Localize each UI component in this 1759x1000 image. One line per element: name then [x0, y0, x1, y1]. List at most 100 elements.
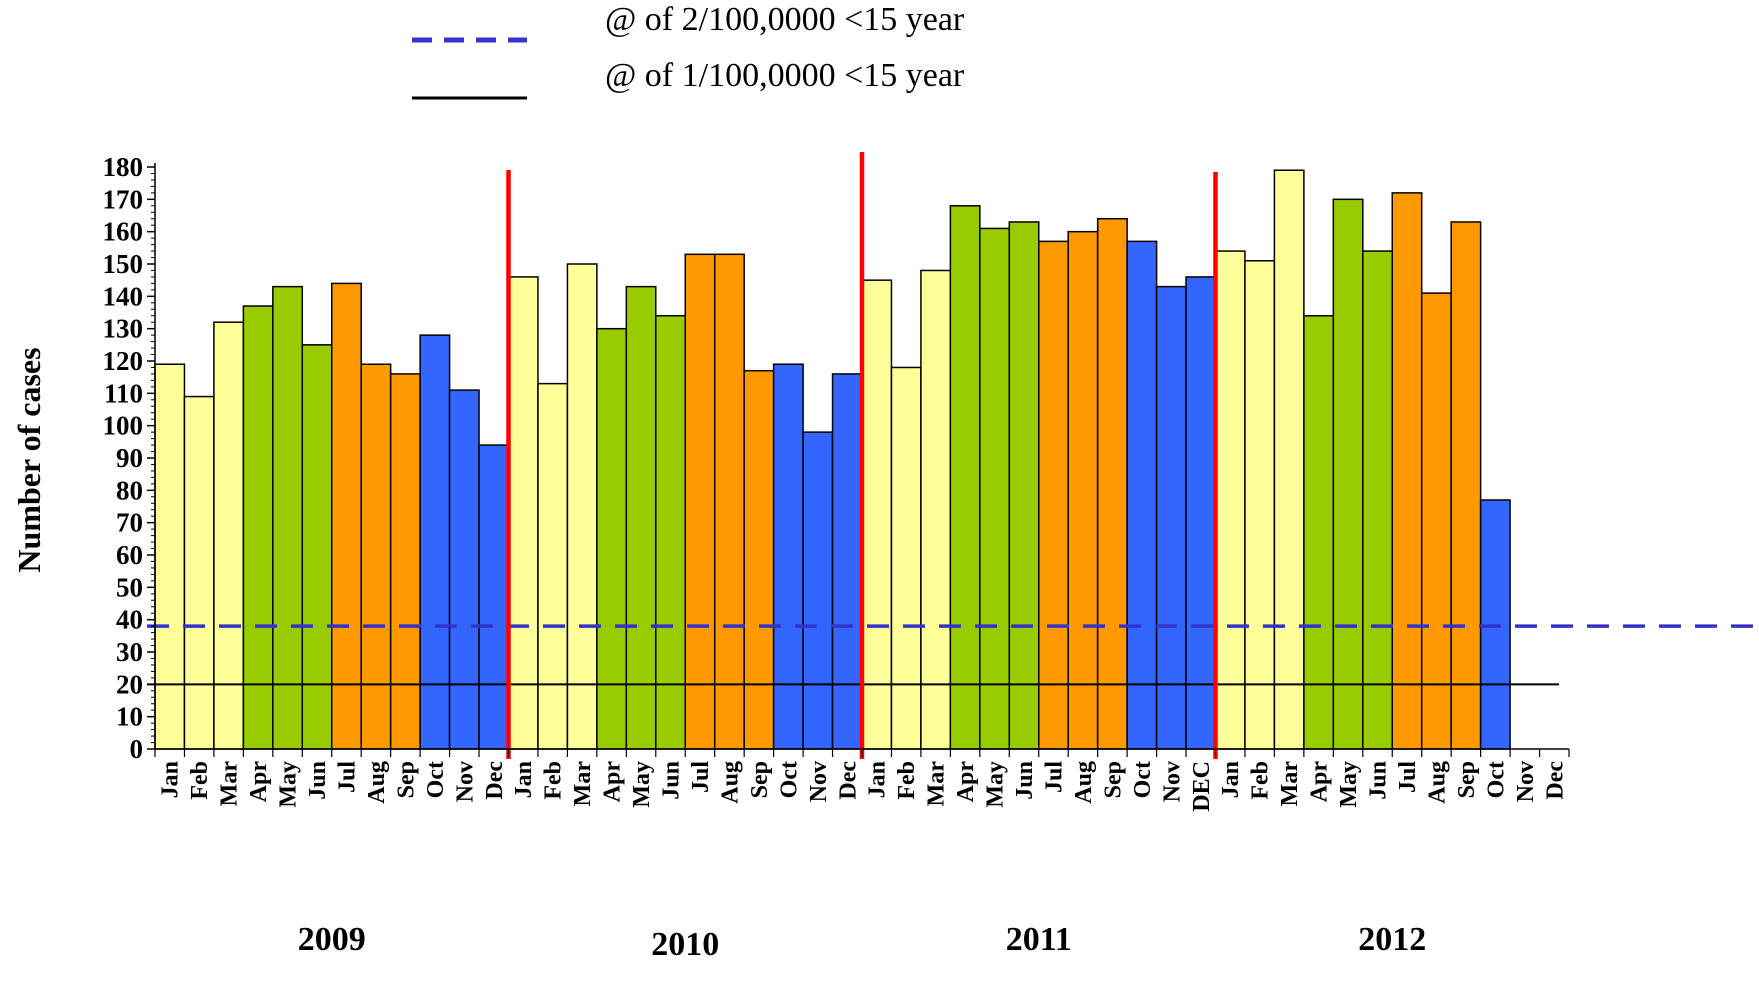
month-label-apr: Apr	[953, 761, 979, 803]
bar-2-jun	[1008, 221, 1040, 750]
y-tick-label: 110	[104, 378, 143, 408]
bar-1-aug	[713, 253, 745, 750]
month-label-jan: Jan	[511, 761, 537, 798]
y-tick-label: 140	[103, 281, 144, 311]
bar-2-may	[979, 227, 1011, 750]
bar-1-mar	[566, 263, 598, 750]
y-tick-label: 80	[116, 475, 143, 505]
month-label-apr: Apr	[246, 761, 272, 803]
month-label-dec: Dec	[1542, 761, 1568, 800]
bar-2-feb	[890, 366, 922, 750]
month-label-mar: Mar	[570, 761, 596, 807]
bar-3-aug	[1420, 292, 1452, 750]
y-tick-label: 150	[103, 249, 144, 279]
bar-2-jan	[861, 279, 893, 750]
bar-3-jan	[1214, 250, 1246, 750]
bar-3-may	[1332, 198, 1364, 750]
month-label-sep: Sep	[393, 761, 419, 798]
bar-2-dec	[1185, 276, 1217, 750]
y-tick-label: 90	[116, 443, 143, 473]
month-label-jun: Jun	[305, 761, 331, 800]
year-separators	[506, 152, 1218, 759]
month-label-jan: Jan	[865, 761, 891, 798]
bar-1-oct	[772, 363, 804, 750]
legend-label: @ of 1/100,0000 <15 year	[605, 57, 965, 94]
y-tick-label: 50	[116, 572, 143, 602]
year-labels: 2009 2010 2011 2012	[298, 921, 1427, 963]
bar-3-jul	[1391, 192, 1423, 750]
legend-label: @ of 2/100,0000 <15 year	[605, 1, 965, 38]
y-tick-label: 100	[103, 411, 144, 441]
y-tick-label: 70	[116, 508, 143, 538]
month-label-oct: Oct	[1130, 761, 1156, 798]
y-tick-label: 0	[130, 734, 144, 764]
month-label-mar: Mar	[217, 761, 243, 807]
month-label-aug: Aug	[1424, 761, 1450, 804]
bar-2-jul	[1038, 240, 1069, 750]
year-label-2010: 2010	[651, 926, 719, 963]
bar-0-sep	[389, 373, 421, 750]
y-tick-label: 20	[116, 669, 143, 699]
y-tick-label: 10	[116, 702, 143, 732]
bar-2-sep	[1096, 217, 1128, 750]
bar-0-nov	[448, 389, 480, 750]
bar-1-sep	[743, 369, 775, 750]
y-tick-label: 160	[103, 217, 144, 247]
bar-1-may	[625, 285, 657, 750]
bar-2-apr	[949, 205, 981, 750]
reference-lines	[147, 624, 1759, 686]
month-label-aug: Aug	[364, 761, 390, 804]
bar-1-apr	[596, 327, 628, 750]
month-label-dec: DEC	[1189, 761, 1215, 812]
month-label-sep: Sep	[1100, 761, 1126, 798]
bar-1-jul	[684, 253, 716, 750]
month-labels: Jan Feb Mar Apr May Jun Jul Aug Sep Oct Nov Dec Jan F…	[158, 761, 1569, 812]
month-label-sep: Sep	[1454, 761, 1480, 798]
y-tick-label: 60	[116, 540, 143, 570]
bar-2-aug	[1067, 230, 1099, 750]
month-label-dec: Dec	[482, 761, 508, 800]
month-label-mar: Mar	[1277, 761, 1303, 807]
month-label-oct: Oct	[1483, 761, 1509, 798]
month-label-may: May	[276, 761, 302, 808]
bar-0-feb	[183, 395, 215, 750]
bar-0-oct	[419, 334, 451, 750]
month-label-jun: Jun	[1366, 761, 1392, 800]
month-label-mar: Mar	[924, 761, 950, 807]
month-label-sep: Sep	[747, 761, 773, 798]
month-label-apr: Apr	[1307, 761, 1333, 803]
y-tick-label: 170	[103, 184, 144, 214]
month-label-may: May	[629, 761, 655, 808]
year-label-2012: 2012	[1358, 921, 1426, 958]
month-label-feb: Feb	[1248, 761, 1274, 800]
bar-3-sep	[1450, 221, 1482, 750]
month-label-apr: Apr	[600, 761, 626, 803]
year-label-2011: 2011	[1006, 921, 1072, 958]
bar-0-dec	[478, 444, 510, 750]
month-label-jun: Jun	[1012, 761, 1038, 800]
bar-0-jun	[301, 344, 333, 750]
bar-2-mar	[920, 269, 952, 750]
month-label-jan: Jan	[1218, 761, 1244, 798]
y-tick-labels: 0102030405060708090100110120130140150160…	[103, 152, 144, 764]
bars	[154, 169, 1511, 750]
month-label-nov: Nov	[1159, 761, 1185, 802]
bar-3-jun	[1362, 250, 1394, 750]
bar-0-apr	[242, 305, 274, 750]
month-label-aug: Aug	[717, 761, 743, 804]
month-label-jun: Jun	[659, 761, 685, 800]
year-label-2009: 2009	[298, 921, 366, 958]
month-label-nov: Nov	[1513, 761, 1539, 802]
month-label-feb: Feb	[541, 761, 567, 800]
bar-3-mar	[1273, 169, 1305, 750]
month-label-may: May	[983, 761, 1009, 808]
y-tick-label: 130	[103, 314, 144, 344]
month-label-may: May	[1336, 761, 1362, 808]
bar-2-nov	[1155, 285, 1187, 750]
y-tick-label: 180	[103, 152, 144, 182]
bar-0-may	[272, 285, 304, 750]
month-label-jul: Jul	[1041, 761, 1067, 793]
bar-0-aug	[360, 363, 392, 750]
month-label-dec: Dec	[835, 761, 861, 800]
month-label-jul: Jul	[688, 761, 714, 793]
